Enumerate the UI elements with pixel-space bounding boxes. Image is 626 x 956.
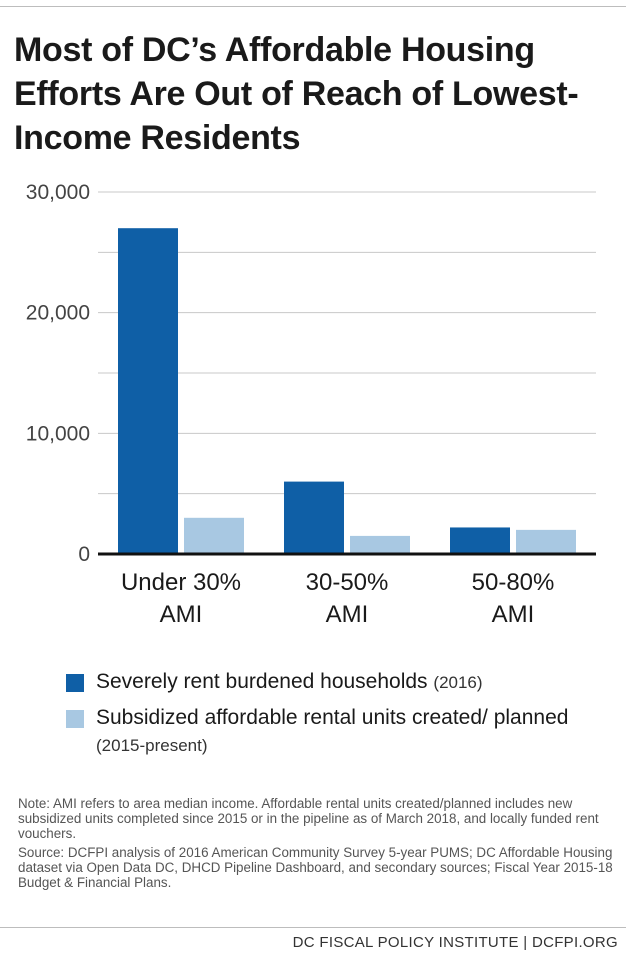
x-tick-label: 50-80% <box>472 569 555 596</box>
bar-subsidized-units <box>516 529 576 554</box>
y-tick-label: 10,000 <box>26 422 90 445</box>
bar-rent-burdened <box>284 481 344 554</box>
y-tick-label: 30,000 <box>26 181 90 204</box>
x-tick-label: Under 30% <box>121 569 241 596</box>
chart-notes: Note: AMI refers to area median income. … <box>18 796 614 894</box>
bar-rent-burdened <box>118 228 178 554</box>
bottom-rule <box>0 927 626 928</box>
legend-label: Subsidized affordable rental units creat… <box>96 706 569 729</box>
y-tick-label: 0 <box>78 543 90 566</box>
x-tick-label: 30-50% <box>306 569 389 596</box>
note-text: Note: AMI refers to area median income. … <box>18 796 599 841</box>
legend-note: (2015-present) <box>96 736 208 755</box>
legend-swatch-rent-burdened <box>66 674 84 692</box>
x-tick-label: AMI <box>326 601 369 628</box>
top-rule <box>0 6 626 7</box>
x-tick-label: AMI <box>160 601 203 628</box>
bar-subsidized-units <box>184 517 244 554</box>
x-tick-label: AMI <box>492 601 535 628</box>
chart-title: Most of DC’s Affordable Housing Efforts … <box>14 31 579 157</box>
footer-credit: DC FISCAL POLICY INSTITUTE | DCFPI.ORG <box>292 934 618 951</box>
bar-subsidized-units <box>350 535 410 554</box>
legend-note: (2016) <box>433 673 483 692</box>
bar-rent-burdened <box>450 527 510 554</box>
legend-item-subsidized-units: Subsidized affordable rental units creat… <box>66 704 606 759</box>
legend-item-rent-burdened: Severely rent burdened households (2016) <box>66 668 606 696</box>
y-tick-label: 20,000 <box>26 302 90 325</box>
source-text: Source: DCFPI analysis of 2016 American … <box>18 845 613 890</box>
legend-swatch-subsidized-units <box>66 710 84 728</box>
legend-label: Severely rent burdened households <box>96 670 428 693</box>
bar-chart: 0 10,000 20,000 30,000 Under 30% AMI 30-50% AMI… <box>26 181 596 628</box>
legend: Severely rent burdened households (2016)… <box>66 668 606 767</box>
